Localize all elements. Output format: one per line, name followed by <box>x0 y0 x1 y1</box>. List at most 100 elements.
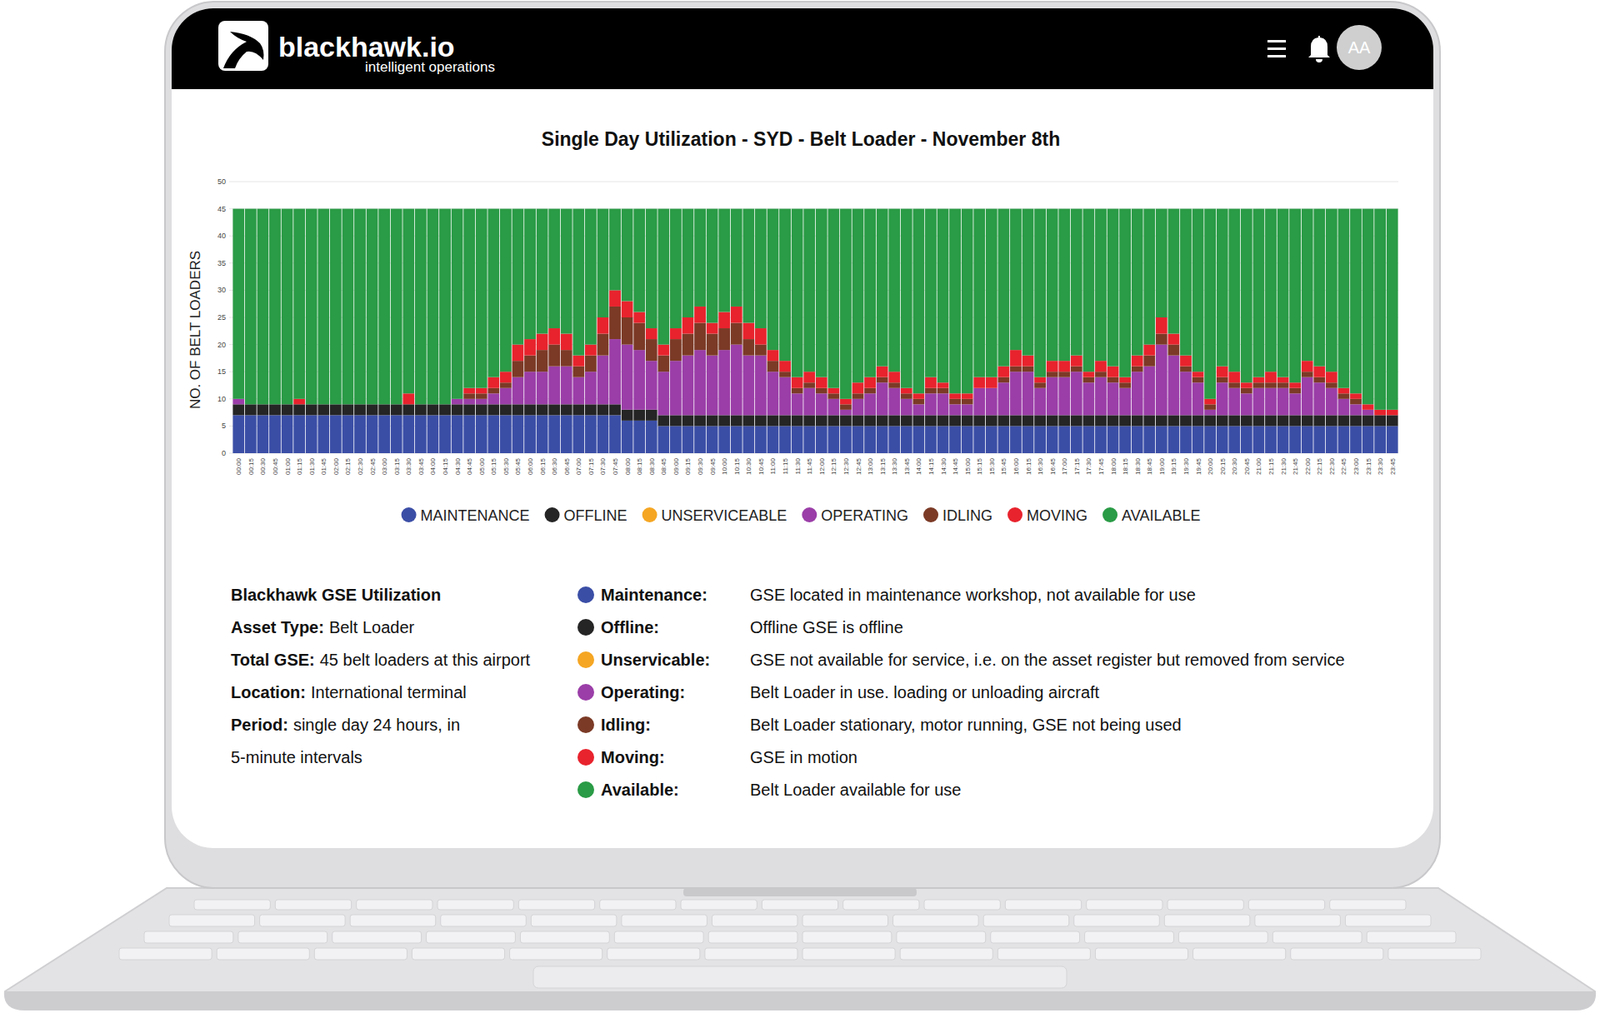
bar-segment <box>1228 388 1240 416</box>
x-tick-label: 19:30 <box>1182 457 1190 475</box>
bar-segment <box>633 311 645 323</box>
bar-segment <box>645 360 658 410</box>
bar-segment <box>742 415 755 426</box>
definition-dot <box>577 781 595 799</box>
bar-segment <box>755 355 767 416</box>
chart-title: Single Day Utilization - SYD - Belt Load… <box>541 128 1060 150</box>
bar-segment <box>779 371 791 378</box>
x-tick-label: 10:45 <box>757 457 765 475</box>
bar-segment <box>402 393 415 405</box>
bar-segment <box>706 415 719 426</box>
bar-segment <box>1325 425 1338 454</box>
bar-segment <box>427 415 440 454</box>
x-tick-label: 13:45 <box>903 457 911 475</box>
bar-segment <box>767 425 780 454</box>
menu-bar <box>1267 55 1286 58</box>
bar-segment <box>536 334 549 351</box>
key <box>924 900 1000 910</box>
x-tick-label: 11:00 <box>769 457 777 475</box>
bar-segment <box>269 209 281 405</box>
bar-segment <box>548 366 560 405</box>
bar-segment <box>803 425 815 454</box>
bar-segment <box>1265 388 1277 416</box>
bar-segment <box>281 415 294 454</box>
bar-segment <box>1277 388 1290 416</box>
summary-text: 5-minute intervals <box>230 748 363 767</box>
x-tick-label: 07:30 <box>599 457 607 475</box>
bar-segment <box>1010 350 1022 367</box>
key <box>1330 900 1406 910</box>
bar-segment <box>548 415 560 454</box>
bar-segment <box>427 404 440 415</box>
menu-button[interactable] <box>1267 40 1286 58</box>
bar-segment <box>973 209 985 378</box>
bar-segment <box>1046 377 1059 416</box>
bar-segment <box>402 209 415 395</box>
bar-segment <box>1058 209 1070 362</box>
bar-segment <box>1119 388 1131 416</box>
bar-segment <box>694 306 706 324</box>
bar-segment <box>1362 404 1375 410</box>
bar-segment <box>354 209 366 405</box>
bar-segment <box>900 209 913 389</box>
bar-segment <box>378 404 390 415</box>
bar-segment <box>572 355 585 367</box>
bar-segment <box>1338 393 1350 400</box>
x-tick-label: 05:00 <box>478 457 486 475</box>
bar-segment <box>1058 360 1070 372</box>
bar-segment <box>973 377 985 389</box>
bar-segment <box>1083 415 1095 426</box>
key <box>510 948 603 960</box>
legend-label: OFFLINE <box>564 507 628 525</box>
bar-segment <box>524 371 536 405</box>
x-tick-label: 02:00 <box>332 457 340 475</box>
bar-segment <box>803 382 815 389</box>
x-tick-label: 21:15 <box>1267 457 1275 475</box>
bar-segment <box>1070 209 1083 356</box>
bar-segment <box>657 415 670 426</box>
bar-segment <box>864 377 876 389</box>
bar-segment <box>548 328 560 345</box>
bar-segment <box>803 371 815 383</box>
bar-segment <box>585 355 597 373</box>
bar-segment <box>512 360 525 378</box>
bar-segment <box>657 355 670 373</box>
definition-text: Belt Loader stationary, motor running, G… <box>750 715 1182 735</box>
key <box>614 931 704 944</box>
bar-segment <box>767 209 780 351</box>
bar-segment <box>1131 366 1144 373</box>
bar-segment <box>755 209 767 329</box>
bar-segment <box>961 399 974 405</box>
x-tick-label: 05:30 <box>502 457 510 475</box>
bar-segment <box>500 415 512 454</box>
bar-segment <box>1143 209 1155 345</box>
definition-dot <box>577 586 595 604</box>
bar-segment <box>1046 425 1059 454</box>
bar-segment <box>718 209 730 313</box>
bar-segment <box>694 323 706 351</box>
bar-segment <box>864 425 876 454</box>
key <box>680 900 757 910</box>
x-tick-label: 17:15 <box>1073 457 1081 475</box>
bar-segment <box>585 415 597 454</box>
summary-text: Belt Loader <box>329 618 415 637</box>
bar-segment <box>1338 415 1350 426</box>
bar-segment <box>633 323 645 351</box>
x-tick-label: 04:00 <box>429 457 437 475</box>
bar-segment <box>997 209 1010 367</box>
bar-segment <box>1204 209 1216 400</box>
avatar[interactable] <box>1336 25 1382 70</box>
bar-segment <box>937 425 950 454</box>
bar-segment <box>1216 209 1229 367</box>
bar-segment <box>1143 425 1155 454</box>
bar-segment <box>293 399 305 405</box>
bar-segment <box>475 209 488 389</box>
bar-segment <box>997 415 1010 426</box>
bar-segment <box>645 420 658 454</box>
x-tick-label: 18:45 <box>1145 457 1154 475</box>
summary-text: single day 24 hours, in <box>293 715 460 735</box>
key <box>843 900 920 910</box>
y-tick-label: 10 <box>217 395 226 404</box>
bar-segment <box>852 415 865 426</box>
bell-button[interactable] <box>1308 35 1330 63</box>
